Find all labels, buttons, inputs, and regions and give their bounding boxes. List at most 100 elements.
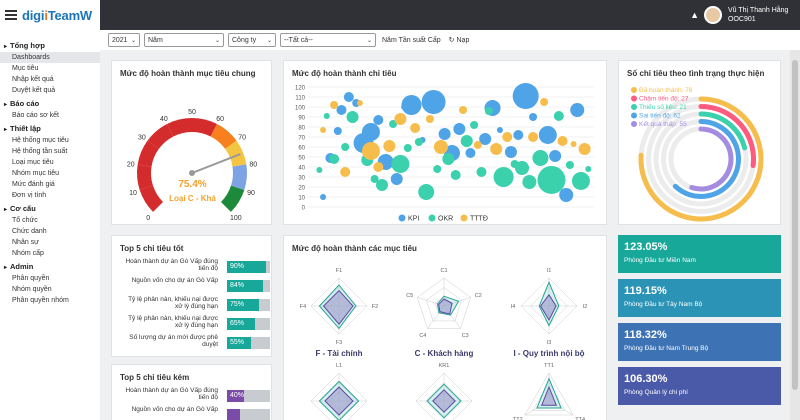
bubble-point — [585, 165, 592, 172]
radar-grid — [417, 277, 471, 329]
sidebar-section[interactable]: ▸ Báo cáo — [0, 96, 100, 110]
sidebar-item[interactable]: Phân quyền — [12, 275, 50, 282]
bubble-point — [578, 142, 591, 155]
radar-axis-label: C1 — [440, 268, 447, 274]
sidebar-item[interactable]: Hệ thống mục tiêu — [12, 137, 69, 144]
bubble-point — [502, 131, 513, 142]
row-label: Số lượng dự án mới được phê duyệt — [129, 334, 218, 348]
radial-legend-dot — [631, 95, 637, 102]
bubble-point — [316, 166, 323, 173]
radar-axis-label: L1 — [336, 363, 342, 369]
bubble-point — [401, 94, 422, 115]
sidebar-section[interactable]: ▸ Admin — [0, 259, 100, 273]
bubble-point — [529, 112, 538, 121]
list-item[interactable]: Nguồn vốn cho dự án Gò Vấp 84% — [120, 277, 370, 297]
avatar[interactable] — [704, 6, 722, 24]
scrollbar[interactable] — [790, 50, 800, 420]
sidebar-section[interactable]: ▸ Thiết lập — [0, 121, 100, 135]
user-area[interactable]: ▲ Vũ Thị Thanh Hằng OOC901 — [690, 0, 800, 30]
bubble-point — [346, 110, 359, 123]
bubble-point — [470, 120, 479, 129]
radar-axis-label: TT2 — [513, 417, 523, 420]
sidebar-item[interactable]: Báo cáo sơ kết — [12, 112, 60, 119]
sidebar-item[interactable]: Nhóm cấp — [12, 250, 44, 257]
bubble-point — [329, 153, 340, 164]
sidebar-item[interactable]: Tổ chức — [12, 217, 38, 224]
sidebar-section-label: Báo cáo — [10, 99, 40, 108]
period-select[interactable]: Năm ⌄ — [144, 33, 224, 47]
progress-fill: 40% — [227, 390, 245, 402]
sidebar-item[interactable]: Chức danh — [12, 228, 47, 235]
logo[interactable]: digiiTeamW — [22, 8, 92, 23]
list-item[interactable]: Hoàn thành dự án Gò Vấp đúng tiến độ 90% — [120, 258, 370, 278]
radar-axis-label: C3 — [462, 333, 469, 339]
department-value: 106.30% — [624, 373, 668, 385]
progress-fill: 65% — [227, 318, 255, 330]
bubble-point — [361, 122, 380, 141]
reload-button[interactable]: ↻ Nạp — [449, 36, 470, 45]
year-value: 2021 — [112, 36, 128, 44]
sidebar-section-label: Cơ cấu — [10, 204, 36, 213]
scrollbar-thumb[interactable] — [792, 60, 798, 390]
sidebar-item[interactable]: Hệ thống tần suất — [12, 148, 68, 155]
bubble-point — [433, 164, 442, 173]
radar-axis-label: TT4 — [575, 417, 585, 420]
bubble-ytick-label: 120 — [295, 86, 306, 92]
bubble-ytick-label: 80 — [298, 125, 305, 131]
bubble-point — [476, 166, 487, 177]
gauge-tick-label: 80 — [249, 161, 257, 168]
department-card[interactable]: 119.15% Phòng Đầu tư Tây Nam Bộ — [618, 279, 781, 317]
radial-legend-label: Thiếu số liệu: 21 — [639, 102, 687, 111]
chevron-down-icon: ⌄ — [214, 37, 220, 44]
bubble-ytick-label: 60 — [298, 145, 305, 151]
status-card: Số chỉ tiêu theo tình trạng thực hiện Đã… — [618, 60, 781, 225]
legend-dot — [428, 214, 436, 222]
bell-icon[interactable]: ▲ — [690, 10, 699, 20]
unit-select[interactable]: --Tất cả-- ⌄ — [280, 33, 376, 47]
bubble-ytick-label: 50 — [298, 155, 305, 161]
sidebar-item[interactable]: Nhóm mục tiêu — [12, 170, 60, 177]
bubble-point — [373, 161, 384, 172]
list-item[interactable]: Nguồn vốn cho dự án Gò Vấp — [120, 406, 370, 420]
list-item[interactable]: Tỷ lệ phản nàn, khiếu nại được xử lý đún… — [120, 296, 370, 316]
list-item[interactable]: Hoàn thành dự án Gò Vấp đúng tiến độ 40% — [120, 387, 370, 407]
department-card[interactable]: 106.30% Phòng Quản lý chi phí — [618, 367, 781, 405]
sidebar-item[interactable]: Nhóm quyền — [12, 286, 52, 293]
gauge-card: Mức độ hoàn thành mục tiêu chung 0 10 20 30… — [111, 60, 272, 225]
sidebar-item[interactable]: Đơn vị tính — [12, 192, 47, 199]
menu-icon[interactable] — [5, 10, 17, 20]
bubble-point — [323, 112, 330, 119]
bubble-point — [459, 105, 468, 114]
sidebar-item[interactable]: Loại mục tiêu — [12, 159, 54, 166]
caret-icon: ▸ — [4, 102, 8, 108]
frequency-label: Năm Tần suất Cấp — [382, 36, 441, 44]
year-select[interactable]: 2021 ⌄ — [108, 33, 140, 47]
company-value: Công ty — [232, 36, 257, 44]
bubble-point — [389, 119, 398, 128]
gauge-value: 75.4% — [178, 179, 207, 190]
bubble-point — [465, 147, 476, 158]
department-card[interactable]: 118.32% Phòng Đầu tư Nam Trung Bộ — [618, 323, 781, 361]
sidebar-item[interactable]: Nhân sự — [12, 239, 39, 246]
gauge-segment — [210, 123, 237, 150]
sidebar-section[interactable]: ▸ Cơ cấu — [0, 201, 100, 215]
sidebar-item[interactable]: Phân quyền nhóm — [12, 297, 69, 304]
bubble-point — [540, 97, 549, 106]
sidebar-item[interactable]: Dashboards — [0, 52, 100, 63]
list-item[interactable]: Số lượng dự án mới được phê duyệt 55% — [120, 334, 370, 354]
department-value: 119.15% — [624, 285, 667, 297]
sidebar-item[interactable]: Nhập kết quả — [12, 76, 54, 83]
sidebar-item[interactable]: Mức đánh giá — [12, 181, 55, 188]
list-item[interactable]: Tỷ lệ phản nàn, khiếu nại được xử lý đún… — [120, 315, 370, 335]
gauge-tick-label: 60 — [216, 116, 224, 123]
sidebar-section[interactable]: ▸ Tổng hợp — [0, 38, 100, 52]
bubble-point — [557, 135, 568, 146]
sidebar-item[interactable]: Duyệt kết quả — [12, 87, 56, 94]
radial-legend-dot — [631, 112, 637, 119]
chevron-down-icon: ⌄ — [130, 37, 136, 44]
department-card[interactable]: 123.05% Phòng Đầu tư Miền Nam — [618, 235, 781, 273]
sidebar-item[interactable]: Mục tiêu — [12, 65, 39, 72]
bubble-point — [565, 160, 574, 169]
company-select[interactable]: Công ty ⌄ — [228, 33, 276, 47]
progress-fill — [227, 409, 240, 420]
